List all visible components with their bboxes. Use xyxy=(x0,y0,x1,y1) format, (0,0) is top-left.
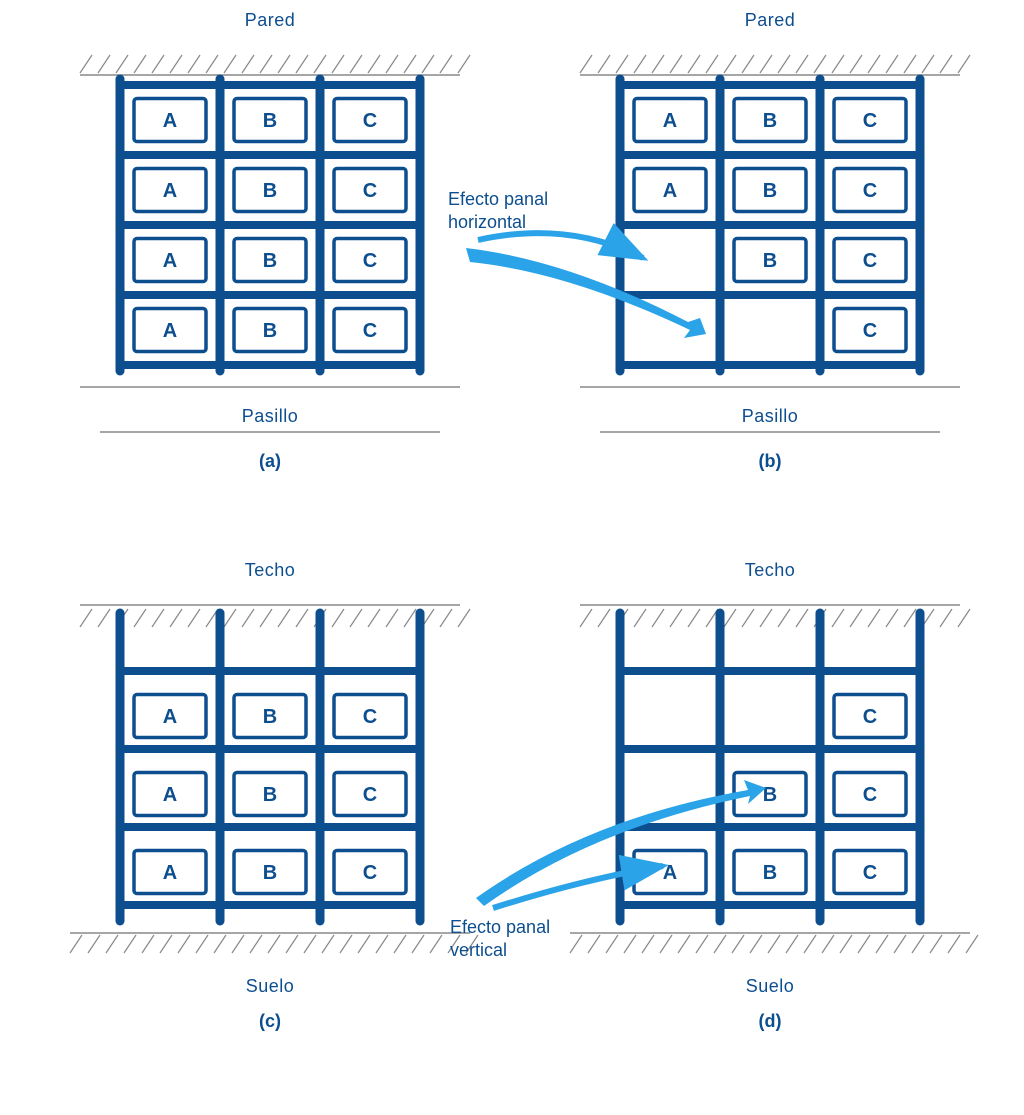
svg-text:C: C xyxy=(363,784,377,806)
svg-text:C: C xyxy=(863,784,877,806)
panel-c: Techo A B C A B C A B C Suelo (c) xyxy=(60,560,480,1032)
svg-text:A: A xyxy=(163,180,177,202)
svg-text:C: C xyxy=(363,180,377,202)
floor-label-d: Suelo xyxy=(560,976,980,997)
ceiling-label-c: Techo xyxy=(60,560,480,581)
svg-text:A: A xyxy=(163,784,177,806)
caption-b: (b) xyxy=(560,451,980,472)
svg-text:A: A xyxy=(163,862,177,884)
svg-text:B: B xyxy=(763,180,777,202)
wall-label-b: Pared xyxy=(560,10,980,31)
svg-text:B: B xyxy=(263,180,277,202)
underline-a xyxy=(60,427,480,437)
rack-svg-a: A B C A B C A B C A B C xyxy=(60,35,480,395)
svg-text:B: B xyxy=(263,706,277,728)
ceiling-label-d: Techo xyxy=(560,560,980,581)
svg-text:C: C xyxy=(363,862,377,884)
svg-text:B: B xyxy=(763,250,777,272)
svg-text:C: C xyxy=(863,180,877,202)
arrows-b xyxy=(448,210,708,390)
svg-text:B: B xyxy=(263,862,277,884)
svg-text:C: C xyxy=(363,320,377,342)
svg-text:C: C xyxy=(363,706,377,728)
svg-text:A: A xyxy=(663,180,677,202)
annot-d-line2: vertical xyxy=(450,940,507,960)
svg-text:C: C xyxy=(363,110,377,132)
floor-label-c: Suelo xyxy=(60,976,480,997)
svg-text:B: B xyxy=(263,320,277,342)
svg-text:C: C xyxy=(863,320,877,342)
svg-text:B: B xyxy=(763,110,777,132)
arrows-d xyxy=(448,758,778,938)
annot-b-line1: Efecto panal xyxy=(448,189,548,209)
svg-text:B: B xyxy=(263,250,277,272)
aisle-label-a: Pasillo xyxy=(60,406,480,427)
panel-a: Pared A B C A B C A B C A B C Pasillo (a) xyxy=(60,10,480,472)
caption-c: (c) xyxy=(60,1011,480,1032)
svg-text:A: A xyxy=(663,110,677,132)
svg-text:B: B xyxy=(263,110,277,132)
caption-a: (a) xyxy=(60,451,480,472)
svg-text:B: B xyxy=(263,784,277,806)
rack-svg-c: A B C A B C A B C xyxy=(60,585,480,965)
svg-text:C: C xyxy=(863,862,877,884)
caption-d: (d) xyxy=(560,1011,980,1032)
svg-text:A: A xyxy=(163,320,177,342)
svg-text:A: A xyxy=(163,110,177,132)
underline-b xyxy=(560,427,980,437)
aisle-label-b: Pasillo xyxy=(560,406,980,427)
svg-text:C: C xyxy=(863,110,877,132)
svg-text:C: C xyxy=(863,250,877,272)
svg-text:C: C xyxy=(363,250,377,272)
svg-text:A: A xyxy=(163,706,177,728)
svg-text:C: C xyxy=(863,706,877,728)
wall-label-a: Pared xyxy=(60,10,480,31)
svg-text:A: A xyxy=(163,250,177,272)
